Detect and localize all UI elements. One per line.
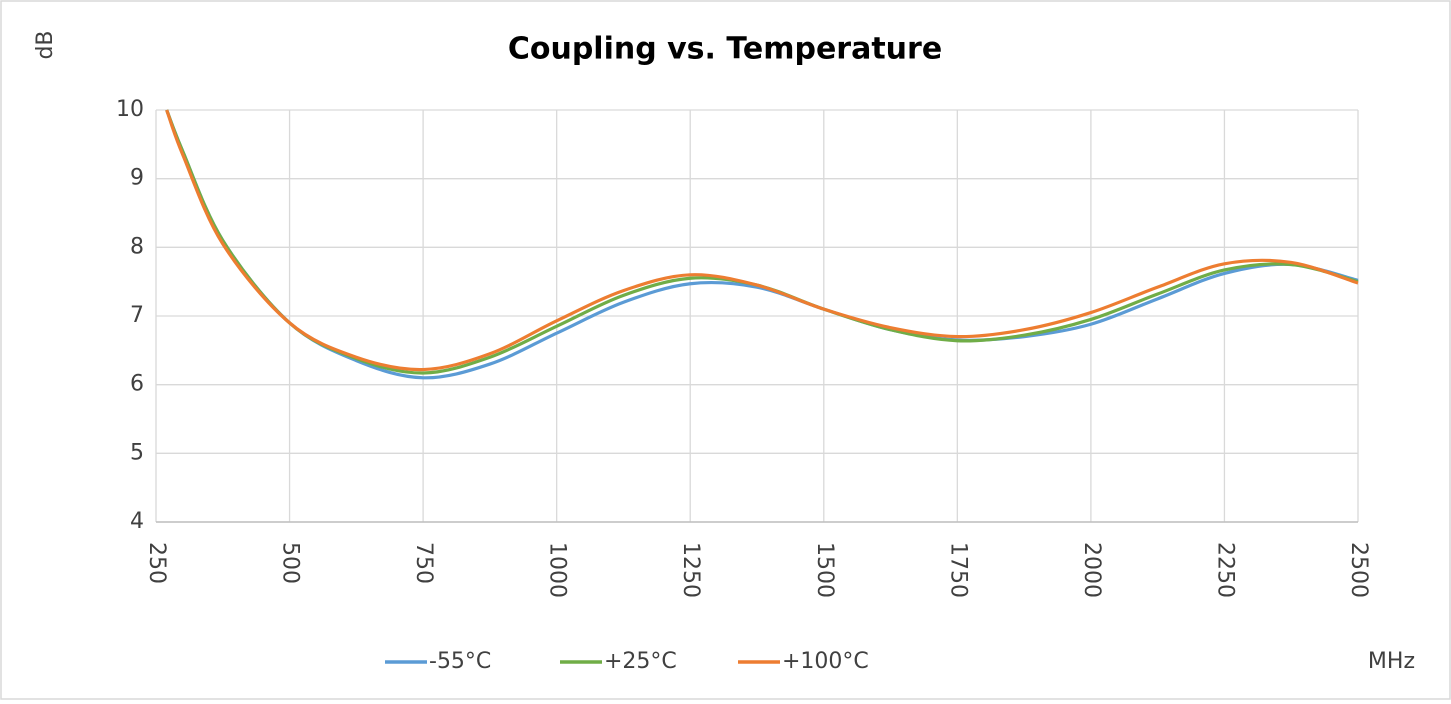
x-tick-label: 1250 xyxy=(678,542,703,598)
y-tick-label: 8 xyxy=(130,234,144,259)
x-tick-label: 2500 xyxy=(1346,542,1371,598)
x-tick-label: 1000 xyxy=(545,542,570,598)
y-tick-label: 5 xyxy=(130,440,144,465)
x-tick-label: 2000 xyxy=(1079,542,1104,598)
chart-title: Coupling vs. Temperature xyxy=(508,32,942,67)
x-tick-label: 1750 xyxy=(945,542,970,598)
x-axis-label: MHz xyxy=(1368,649,1415,674)
y-tick-label: 6 xyxy=(130,372,144,397)
y-axis-label: dB xyxy=(33,30,58,59)
series-line xyxy=(165,109,1359,372)
y-tick-label: 7 xyxy=(130,303,144,328)
x-tick-label: 750 xyxy=(411,542,436,584)
x-tick-label: 250 xyxy=(144,542,169,584)
series-group xyxy=(165,109,1359,380)
x-tick-label: 2250 xyxy=(1212,542,1237,598)
y-tick-label: 10 xyxy=(116,97,144,122)
legend-label: +25°C xyxy=(604,649,677,674)
legend-label: +100°C xyxy=(782,649,869,674)
y-tick-label: 9 xyxy=(130,166,144,191)
legend-label: -55°C xyxy=(429,649,491,674)
y-tick-label: 4 xyxy=(130,509,144,534)
x-tick-label: 500 xyxy=(278,542,303,584)
x-tick-label: 1500 xyxy=(812,542,837,598)
